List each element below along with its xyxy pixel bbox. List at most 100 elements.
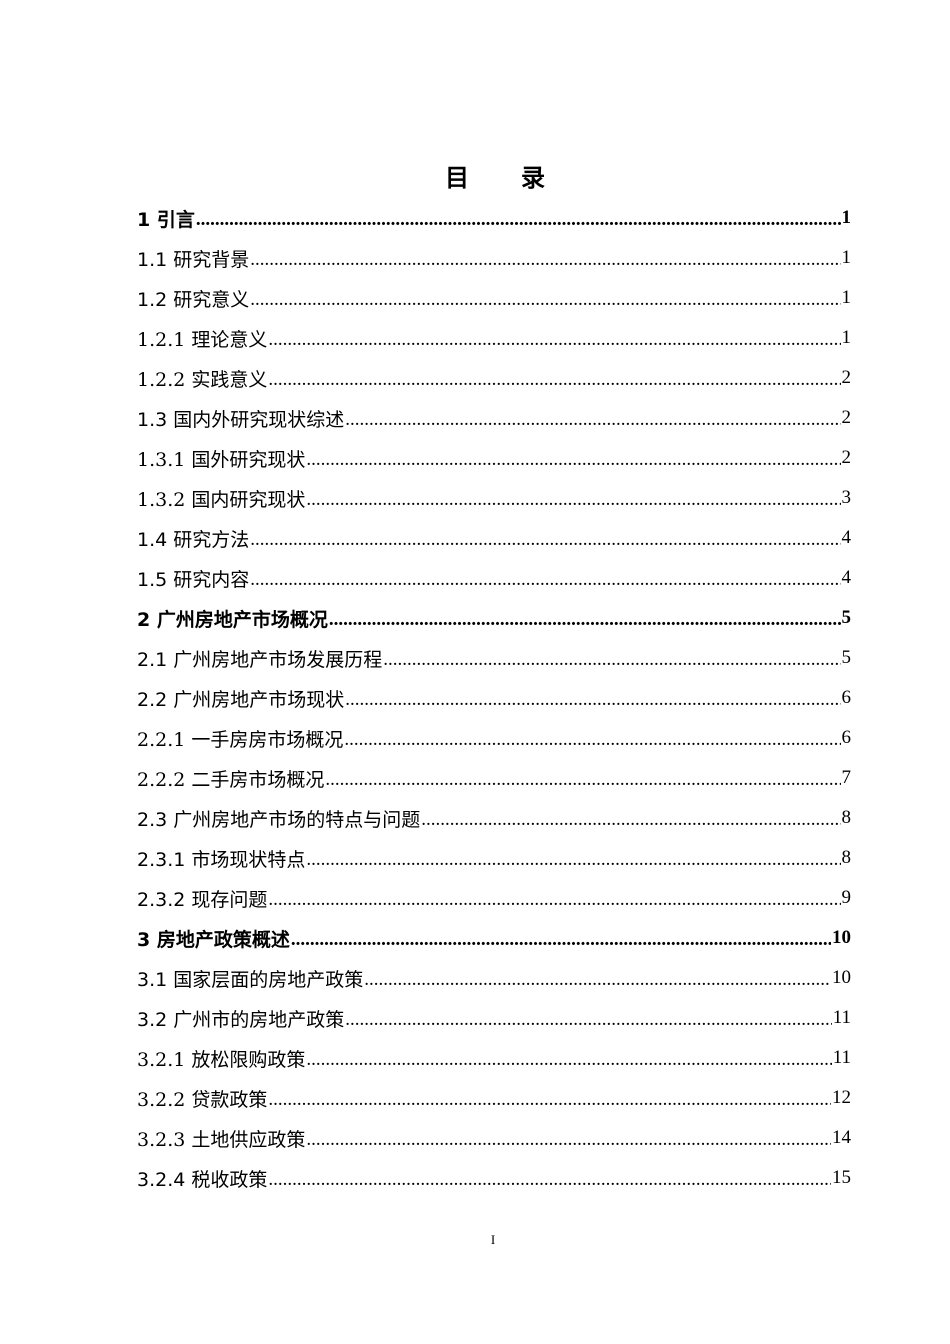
toc-entry-title: 2 广州房地产市场概况	[137, 608, 328, 631]
toc-leader-dots	[268, 1089, 831, 1111]
title-char-2: 录	[521, 165, 545, 192]
toc-entry-page: 4	[841, 527, 852, 548]
page-title: 目录	[0, 158, 950, 193]
toc-entry-title: 2.2.2 二手房市场概况	[137, 768, 325, 791]
toc-entry[interactable]: 3 房地产政策概述 10	[137, 918, 851, 958]
toc-leader-dots	[345, 409, 840, 431]
toc-leader-dots	[268, 889, 840, 911]
toc-entry-title: 3.2.2 贷款政策	[137, 1088, 268, 1111]
toc-entry[interactable]: 1.2.2 实践意义 2	[137, 358, 851, 398]
toc-entry[interactable]: 2.2.1 一手房房市场概况 6	[137, 718, 851, 758]
toc-entry-page: 2	[841, 367, 852, 388]
toc-entry-title: 1 引言	[137, 208, 195, 231]
toc-entry-page: 10	[832, 927, 851, 948]
toc-entry-title: 1.2.1 理论意义	[137, 328, 268, 351]
toc-entry[interactable]: 1.2.1 理论意义 1	[137, 318, 851, 358]
toc-entry-page: 1	[841, 287, 852, 308]
toc-entry[interactable]: 1.1 研究背景 1	[137, 238, 851, 278]
toc-entry-title: 2.2.1 一手房房市场概况	[137, 728, 344, 751]
toc-entry[interactable]: 2 广州房地产市场概况 5	[137, 598, 851, 638]
toc-leader-dots	[250, 289, 840, 311]
toc-entry-page: 5	[841, 647, 852, 668]
toc-leader-dots	[268, 1169, 831, 1191]
toc-entry-page: 6	[841, 727, 852, 748]
toc-entry-page: 5	[841, 607, 852, 628]
toc-leader-dots	[291, 929, 831, 951]
toc-entry-page: 1	[841, 327, 852, 348]
toc-entry-page: 10	[832, 967, 851, 988]
toc-entry-page: 12	[832, 1087, 851, 1108]
toc-entry-title: 1.1 研究背景	[137, 248, 250, 271]
toc-entry-page: 14	[832, 1127, 851, 1148]
toc-entry-page: 3	[841, 487, 852, 508]
page-number: I	[490, 1232, 496, 1247]
toc-entry[interactable]: 1.3.1 国外研究现状 2	[137, 438, 851, 478]
toc-leader-dots	[250, 249, 840, 271]
toc-entry-title: 2.1 广州房地产市场发展历程	[137, 648, 383, 671]
toc-entry-title: 3.2.3 土地供应政策	[137, 1128, 306, 1151]
toc-leader-dots	[268, 369, 840, 391]
toc-entry-title: 2.3.2 现存问题	[137, 888, 268, 911]
toc-leader-dots	[329, 609, 841, 631]
toc-leader-dots	[196, 209, 841, 231]
toc-entry-title: 2.3 广州房地产市场的特点与问题	[137, 808, 421, 831]
toc-entry-page: 2	[841, 447, 852, 468]
toc-entry[interactable]: 1.3.2 国内研究现状 3	[137, 478, 851, 518]
toc-entry[interactable]: 2.3.2 现存问题 9	[137, 878, 851, 918]
toc-entry[interactable]: 2.1 广州房地产市场发展历程 5	[137, 638, 851, 678]
toc-entry-page: 8	[841, 847, 852, 868]
toc-leader-dots	[306, 1049, 831, 1071]
toc-entry-page: 11	[832, 1007, 851, 1028]
toc-entry[interactable]: 1.5 研究内容 4	[137, 558, 851, 598]
toc-entry-title: 1.2 研究意义	[137, 288, 250, 311]
toc-leader-dots	[383, 649, 840, 671]
toc-entry-title: 2.2 广州房地产市场现状	[137, 688, 345, 711]
toc-entry[interactable]: 3.2.4 税收政策 15	[137, 1158, 851, 1198]
toc-leader-dots	[364, 969, 831, 991]
toc-entry-page: 9	[841, 887, 852, 908]
toc-entry-title: 1.5 研究内容	[137, 568, 250, 591]
toc-entry-title: 1.4 研究方法	[137, 528, 250, 551]
toc-entry[interactable]: 1.2 研究意义 1	[137, 278, 851, 318]
table-of-contents: 1 引言 1 1.1 研究背景 1 1.2 研究意义 1 1.2.1 理论意义 1 1.2.2 …	[137, 198, 851, 1198]
toc-leader-dots	[250, 529, 840, 551]
toc-entry[interactable]: 1 引言 1	[137, 198, 851, 238]
toc-entry-title: 3.2.4 税收政策	[137, 1168, 268, 1191]
toc-entry[interactable]: 2.2 广州房地产市场现状 6	[137, 678, 851, 718]
toc-entry[interactable]: 2.3.1 市场现状特点 8	[137, 838, 851, 878]
toc-entry[interactable]: 1.3 国内外研究现状综述 2	[137, 398, 851, 438]
toc-entry-page: 15	[832, 1167, 851, 1188]
toc-entry-page: 8	[841, 807, 852, 828]
toc-entry-title: 3.2.1 放松限购政策	[137, 1048, 306, 1071]
toc-leader-dots	[325, 769, 840, 791]
toc-entry-title: 1.2.2 实践意义	[137, 368, 268, 391]
toc-entry-title: 3.2 广州市的房地产政策	[137, 1008, 345, 1031]
toc-entry-title: 3 房地产政策概述	[137, 928, 290, 951]
toc-leader-dots	[344, 729, 840, 751]
toc-leader-dots	[250, 569, 840, 591]
toc-entry[interactable]: 2.2.2 二手房市场概况 7	[137, 758, 851, 798]
toc-entry-title: 1.3 国内外研究现状综述	[137, 408, 345, 431]
toc-leader-dots	[268, 329, 840, 351]
toc-entry[interactable]: 3.2.1 放松限购政策 11	[137, 1038, 851, 1078]
toc-entry[interactable]: 3.2 广州市的房地产政策 11	[137, 998, 851, 1038]
toc-entry-title: 1.3.2 国内研究现状	[137, 488, 306, 511]
toc-entry[interactable]: 3.1 国家层面的房地产政策 10	[137, 958, 851, 998]
toc-leader-dots	[421, 809, 840, 831]
toc-entry[interactable]: 1.4 研究方法 4	[137, 518, 851, 558]
toc-entry[interactable]: 2.3 广州房地产市场的特点与问题 8	[137, 798, 851, 838]
toc-entry-page: 1	[841, 247, 852, 268]
toc-entry-title: 1.3.1 国外研究现状	[137, 448, 306, 471]
toc-leader-dots	[306, 1129, 831, 1151]
toc-entry-page: 1	[841, 207, 852, 228]
toc-leader-dots	[345, 1009, 831, 1031]
toc-entry-page: 7	[841, 767, 852, 788]
toc-entry-page: 11	[832, 1047, 851, 1068]
toc-entry-page: 6	[841, 687, 852, 708]
toc-entry-page: 2	[841, 407, 852, 428]
toc-leader-dots	[306, 849, 840, 871]
toc-entry[interactable]: 3.2.2 贷款政策 12	[137, 1078, 851, 1118]
toc-entry-page: 4	[841, 567, 852, 588]
toc-entry[interactable]: 3.2.3 土地供应政策 14	[137, 1118, 851, 1158]
title-char-1: 目	[445, 165, 469, 192]
